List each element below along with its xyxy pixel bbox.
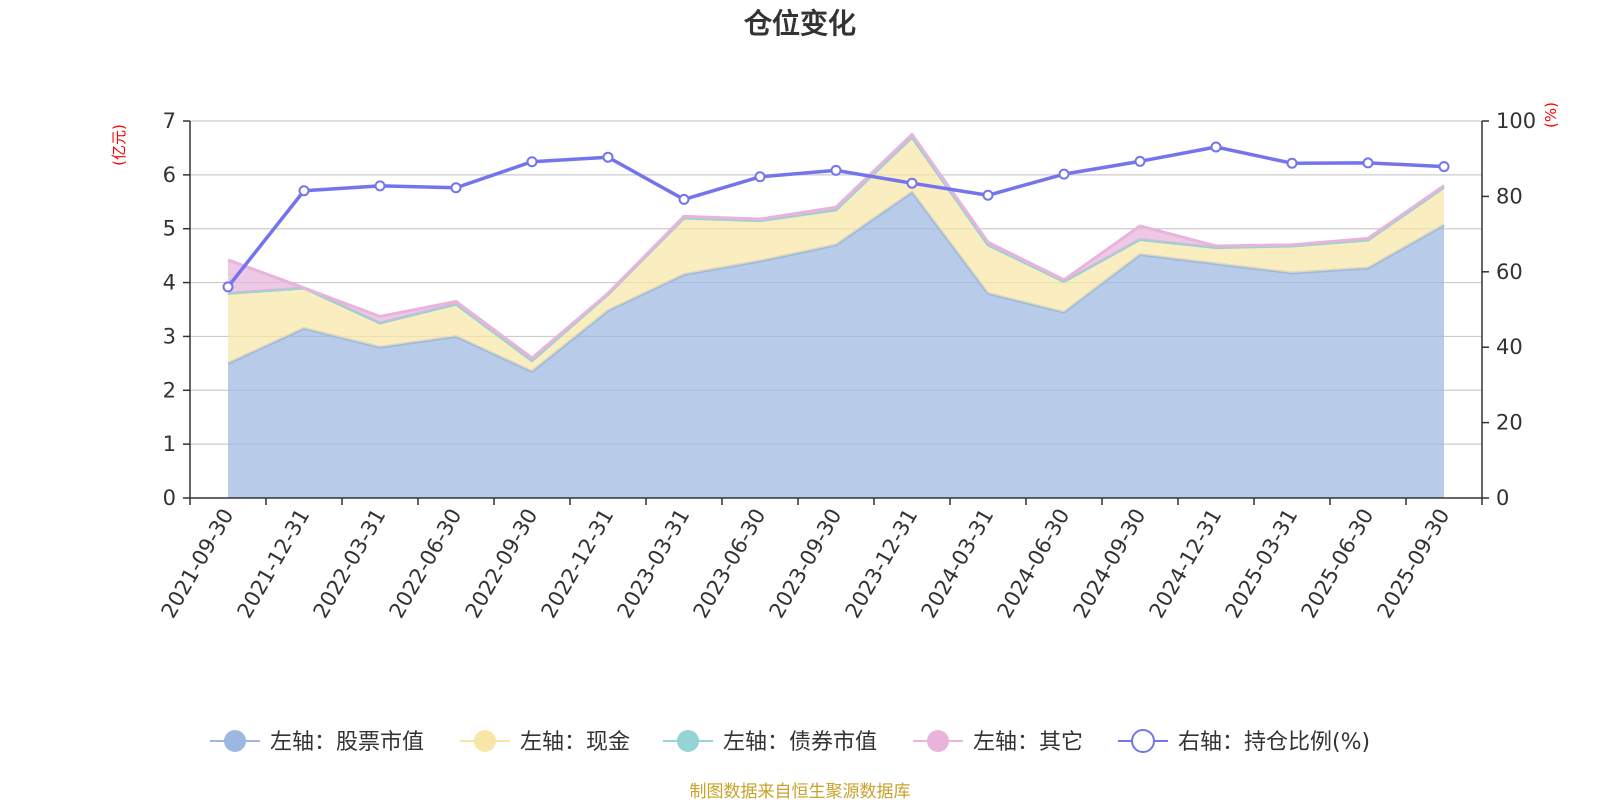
ratio-point bbox=[374, 180, 386, 192]
right-axis-unit: (%) bbox=[1542, 102, 1560, 128]
x-axis-tick-label: 2025-03-31 bbox=[1221, 505, 1303, 623]
left-axis-tick-label: 7 bbox=[163, 109, 176, 133]
legend-bond-label: 左轴：债券市值 bbox=[723, 730, 877, 755]
ratio-point bbox=[1286, 157, 1298, 169]
ratio-point bbox=[526, 156, 538, 168]
ratio-point bbox=[1058, 168, 1070, 180]
area-cash bbox=[228, 137, 1444, 372]
ratio-point bbox=[450, 182, 462, 194]
legend-stock-label: 左轴：股票市值 bbox=[270, 730, 424, 755]
x-axis-tick-label: 2022-09-30 bbox=[461, 505, 543, 623]
left-axis-tick-label: 5 bbox=[163, 217, 176, 241]
left-axis-tick-label: 4 bbox=[163, 271, 176, 295]
x-axis-tick-label: 2023-09-30 bbox=[765, 505, 847, 623]
stacked-areas bbox=[227, 132, 1445, 498]
left-axis-tick-label: 2 bbox=[163, 378, 176, 402]
legend-other-marker bbox=[927, 730, 949, 752]
legend-other-label: 左轴：其它 bbox=[973, 730, 1083, 755]
left-axis-tick-label: 1 bbox=[163, 432, 176, 456]
left-axis-tick-label: 6 bbox=[163, 163, 176, 187]
x-axis-tick-label: 2022-06-30 bbox=[385, 505, 467, 623]
ratio-line-layer bbox=[222, 141, 1450, 293]
ratio-point bbox=[1210, 141, 1222, 153]
legend: 左轴：股票市值 左轴：现金 左轴：债券市值 左轴：其它 右轴：持仓比例(%) bbox=[210, 729, 1370, 755]
ratio-point bbox=[906, 177, 918, 189]
x-axis-tick-label: 2025-06-30 bbox=[1297, 505, 1379, 623]
legend-ratio-marker bbox=[1131, 729, 1155, 753]
x-axis-tick-label: 2025-09-30 bbox=[1373, 505, 1455, 623]
x-axis-tick-label: 2021-09-30 bbox=[157, 505, 239, 623]
area-edge-other bbox=[227, 132, 1445, 360]
ratio-point bbox=[982, 189, 994, 201]
x-axis-tick-label: 2024-06-30 bbox=[993, 505, 1075, 623]
x-axis-tick-label: 2024-12-31 bbox=[1145, 505, 1227, 623]
ratio-point bbox=[1362, 157, 1374, 169]
left-axis-unit: (亿元) bbox=[110, 124, 128, 166]
x-axis-tick-label: 2024-09-30 bbox=[1069, 505, 1151, 623]
ratio-point bbox=[1134, 155, 1146, 167]
right-axis-tick-label: 80 bbox=[1496, 184, 1523, 208]
x-axis-tick-label: 2024-03-31 bbox=[917, 505, 999, 623]
legend-cash-marker bbox=[474, 730, 496, 752]
legend-bond-marker bbox=[677, 730, 699, 752]
legend-ratio-label: 右轴：持仓比例(%) bbox=[1178, 730, 1370, 755]
right-axis-tick-label: 60 bbox=[1496, 260, 1523, 284]
right-axis-tick-label: 0 bbox=[1496, 486, 1509, 510]
ratio-point bbox=[602, 151, 614, 163]
right-axis-tick-label: 20 bbox=[1496, 411, 1523, 435]
data-source-note: 制图数据来自恒生聚源数据库 bbox=[690, 782, 911, 800]
x-axis-tick-label: 2023-06-30 bbox=[689, 505, 771, 623]
x-axis-tick-label: 2022-12-31 bbox=[537, 505, 619, 623]
x-axis-tick-label: 2021-12-31 bbox=[233, 505, 315, 623]
ratio-point bbox=[1438, 161, 1450, 173]
x-axis-tick-label: 2023-12-31 bbox=[841, 505, 923, 623]
left-axis-tick-label: 0 bbox=[163, 486, 176, 510]
ratio-point bbox=[754, 171, 766, 183]
x-axis-tick-label: 2022-03-31 bbox=[309, 505, 391, 623]
ratio-point bbox=[830, 164, 842, 176]
ratio-point bbox=[678, 193, 690, 205]
ratio-point bbox=[298, 185, 310, 197]
legend-stock-marker bbox=[224, 730, 246, 752]
right-axis-tick-label: 40 bbox=[1496, 335, 1523, 359]
ratio-point bbox=[222, 281, 234, 293]
right-axis-tick-label: 100 bbox=[1496, 109, 1536, 133]
area-stock bbox=[228, 192, 1444, 498]
chart-title: 仓位变化 bbox=[744, 7, 856, 40]
x-axis-tick-label: 2023-03-31 bbox=[613, 505, 695, 623]
left-axis-tick-label: 3 bbox=[163, 324, 176, 348]
legend-cash-label: 左轴：现金 bbox=[520, 730, 630, 755]
